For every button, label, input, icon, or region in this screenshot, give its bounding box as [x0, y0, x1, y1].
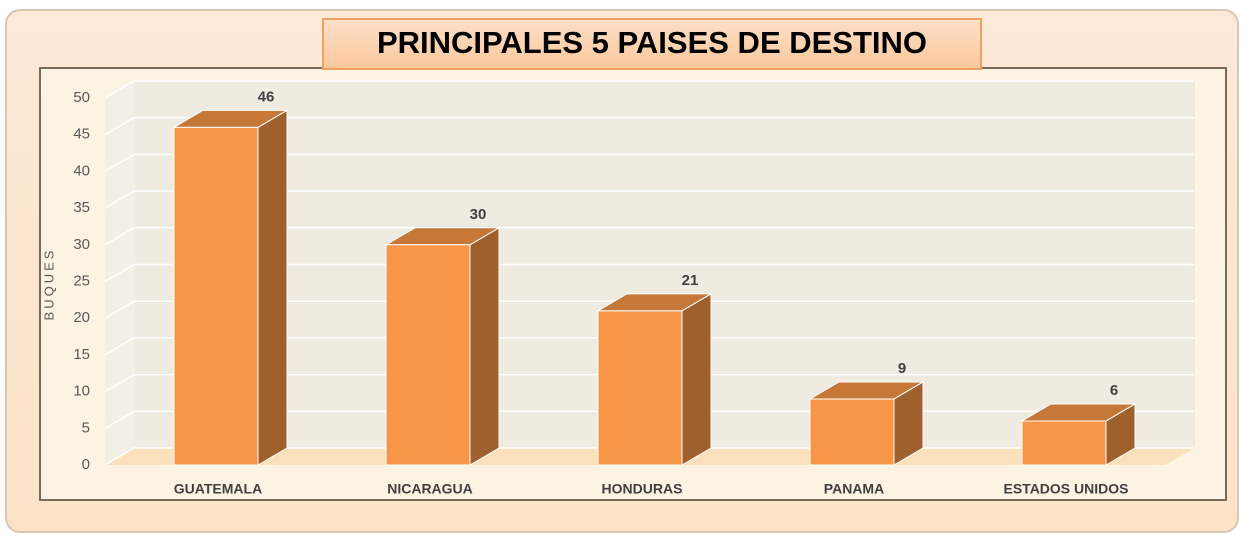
- title-box: [322, 18, 982, 70]
- grid-line: [104, 373, 1194, 393]
- data-label: 6: [1110, 382, 1118, 399]
- grid-line: [104, 337, 1194, 356]
- y-tick-label: 50: [73, 89, 90, 106]
- bar-face: [469, 226, 500, 466]
- bar-face: [681, 292, 712, 466]
- grid-line: [104, 80, 1194, 99]
- data-label: 21: [682, 272, 699, 289]
- bar: [808, 381, 925, 466]
- y-tick-label: 5: [82, 419, 90, 436]
- grid-line: [104, 263, 1194, 283]
- y-tick-label: 45: [73, 126, 90, 143]
- y-tick-label: 10: [73, 383, 90, 400]
- y-tick-label: 40: [73, 162, 90, 179]
- grid-line: [104, 227, 1194, 246]
- grid-line: [104, 190, 1194, 209]
- data-label: 30: [470, 206, 487, 223]
- y-tick-label: 20: [73, 309, 90, 326]
- bar: [596, 292, 713, 466]
- bar-face: [385, 244, 471, 466]
- y-tick-label: 30: [73, 236, 90, 253]
- x-tick-label: GUATEMALA: [174, 481, 262, 497]
- bar-face: [173, 126, 259, 466]
- grid-line: [104, 116, 1194, 136]
- y-tick-label: 0: [82, 456, 90, 473]
- bar-face: [257, 109, 288, 466]
- bar-face: [597, 310, 683, 466]
- y-tick-label: 35: [73, 199, 90, 216]
- data-label: 9: [898, 360, 906, 377]
- data-label: 46: [258, 88, 275, 105]
- x-tick-label: PANAMA: [824, 481, 884, 497]
- bar: [1020, 403, 1137, 466]
- bar: [172, 109, 289, 466]
- bar: [384, 226, 501, 466]
- y-tick-label: 15: [73, 346, 90, 363]
- grid-line: [104, 153, 1194, 173]
- x-tick-label: NICARAGUA: [387, 481, 473, 497]
- chart-title: PRINCIPALES 5 PAISES DE DESTINO: [377, 25, 927, 60]
- y-axis-label: BUQUES: [41, 248, 56, 321]
- y-tick-label: 25: [73, 272, 90, 289]
- bar-face: [1021, 420, 1107, 466]
- grid-line: [104, 300, 1194, 319]
- bar-face: [809, 398, 895, 466]
- x-tick-label: HONDURAS: [602, 481, 683, 497]
- x-tick-label: ESTADOS UNIDOS: [1004, 481, 1129, 497]
